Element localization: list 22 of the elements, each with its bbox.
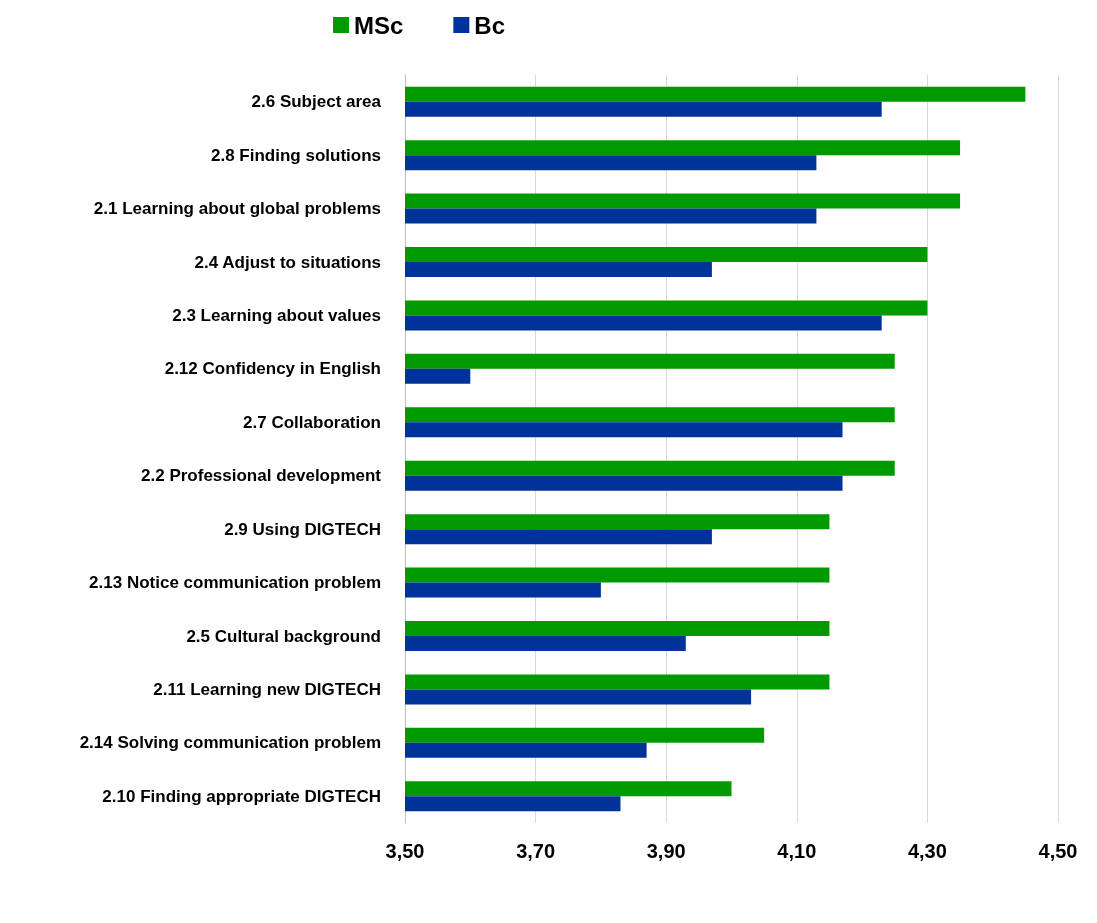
y-tick-label: 2.13 Notice communication problem [89, 573, 381, 593]
y-tick-label: 2.4 Adjust to situations [194, 252, 381, 272]
y-tick-label: 2.7 Collaboration [243, 412, 381, 432]
legend-label: MSc [354, 11, 404, 39]
x-tick-label: 4,50 [1038, 840, 1078, 862]
y-tick-label: 2.10 Finding appropriate DIGTECH [102, 786, 381, 806]
x-tick-label: 3,70 [516, 840, 556, 862]
legend-label: Bc [474, 11, 506, 39]
x-tick-label: 4,30 [907, 840, 947, 862]
y-tick-label: 2.6 Subject area [251, 92, 382, 112]
y-tick-label: 2.14 Solving communication problem [79, 733, 381, 753]
y-tick-label: 2.9 Using DIGTECH [224, 519, 381, 539]
x-tick-label: 3,90 [646, 840, 686, 862]
y-tick-label: 2.8 Finding solutions [211, 145, 381, 165]
y-tick-label: 2.5 Cultural background [186, 626, 381, 646]
x-tick-label: 4,10 [777, 840, 817, 862]
x-tick-label: 3,50 [385, 840, 425, 862]
y-tick-label: 2.11 Learning new DIGTECH [153, 679, 381, 699]
y-tick-label: 2.1 Learning about global problems [93, 199, 381, 219]
y-tick-label: 2.3 Learning about values [172, 305, 381, 325]
y-tick-label: 2.2 Professional development [141, 466, 382, 486]
y-tick-label: 2.12 Confidency in English [164, 359, 381, 379]
